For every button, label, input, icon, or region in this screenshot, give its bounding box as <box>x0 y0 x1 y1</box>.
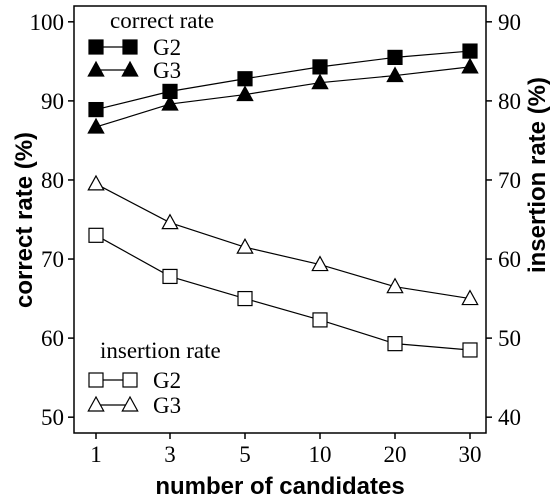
series-filled-triangle-g3 <box>87 57 479 134</box>
y-left-tick-label: 50 <box>41 405 64 430</box>
data-point <box>88 227 104 243</box>
legend-marker <box>121 60 139 77</box>
series-line <box>95 50 471 111</box>
y-left-tick-label: 70 <box>41 247 64 272</box>
legend-label: G2 <box>153 35 181 60</box>
series-open-triangle-g3 <box>87 174 479 306</box>
data-point <box>386 277 404 294</box>
data-point <box>88 101 104 118</box>
y-right-tick-label: 60 <box>498 247 521 272</box>
x-tick-label: 10 <box>309 442 332 467</box>
data-point <box>311 255 329 272</box>
data-point <box>237 290 253 307</box>
data-point <box>311 73 329 90</box>
y-left-tick-label: 100 <box>30 10 65 35</box>
legend-marker <box>122 39 138 55</box>
x-axis-label: number of candidates <box>155 473 404 498</box>
y-left-tick-label: 80 <box>41 168 64 193</box>
y-left-tick-label: 90 <box>41 89 64 114</box>
legend-label: G3 <box>153 393 181 418</box>
y-right-tick-label: 40 <box>498 405 521 430</box>
data-point <box>161 94 179 111</box>
legend-marker <box>122 372 138 388</box>
x-tick-label: 5 <box>239 442 251 467</box>
data-point <box>161 213 179 230</box>
x-tick-label: 3 <box>164 442 176 467</box>
data-point <box>87 117 105 134</box>
legend-marker <box>87 60 105 77</box>
y-left-tick-label: 60 <box>41 326 64 351</box>
series-line <box>95 234 471 351</box>
legend-marker <box>87 395 105 412</box>
y-right-tick-label: 50 <box>498 326 521 351</box>
legend-marker <box>88 372 104 388</box>
legend-label: G3 <box>153 58 181 83</box>
x-tick-label: 20 <box>384 442 407 467</box>
series-line <box>95 183 471 300</box>
data-point <box>386 66 404 83</box>
legend-label: G2 <box>153 368 181 393</box>
series-filled-square-g2 <box>88 43 478 118</box>
plot-frame <box>73 5 487 434</box>
x-tick-label: 30 <box>459 442 482 467</box>
data-point <box>236 237 254 254</box>
legend-marker <box>88 39 104 55</box>
y-right-tick-label: 80 <box>498 89 521 114</box>
y-right-tick-label: 70 <box>498 168 521 193</box>
data-point <box>461 57 479 74</box>
data-point <box>236 85 254 102</box>
data-point <box>162 268 178 285</box>
y-axis-left-label: correct rate (%) <box>11 132 38 308</box>
x-tick-label: 1 <box>90 442 102 467</box>
series-line <box>95 66 471 128</box>
y-right-tick-label: 90 <box>498 10 521 35</box>
y-axis-right-label: insertion rate (%) <box>524 77 551 273</box>
data-point <box>462 342 478 358</box>
legend-marker <box>121 395 139 412</box>
data-point <box>87 174 105 191</box>
data-point <box>462 43 478 59</box>
data-point <box>387 49 403 65</box>
legend-title: insertion rate <box>100 338 221 363</box>
data-point <box>237 71 253 87</box>
data-point <box>387 336 403 352</box>
series-open-square-g2 <box>88 227 478 358</box>
legend-title: correct rate <box>110 8 214 33</box>
data-point <box>312 59 328 75</box>
data-point <box>461 289 479 306</box>
data-point <box>312 312 328 328</box>
